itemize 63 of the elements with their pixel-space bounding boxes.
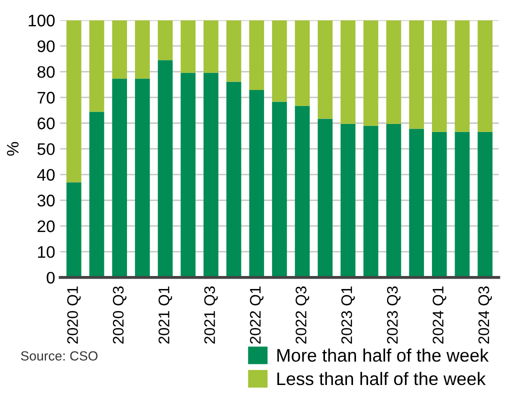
bar (294, 20, 310, 106)
bar (226, 20, 242, 82)
bar (249, 20, 264, 90)
bar (272, 20, 287, 102)
bar (112, 20, 127, 79)
y-tick-label: 30 (37, 194, 55, 206)
y-tick-label: 20 (38, 220, 55, 232)
bar (89, 20, 104, 112)
bar (158, 20, 173, 60)
bar (180, 20, 196, 73)
source-note: Source: CSO (21, 351, 98, 361)
bar (134, 20, 150, 79)
bar (204, 72, 218, 278)
bar (478, 20, 492, 132)
x-tick-label: 2024 Q3 (478, 286, 492, 344)
bar (294, 106, 310, 278)
y-tick-label: 50 (37, 143, 55, 156)
bar (454, 20, 470, 132)
bar (318, 20, 333, 119)
x-tick-label: 2024 Q1 (432, 286, 446, 344)
bar (134, 78, 150, 278)
y-tick-label: 90 (38, 40, 55, 52)
bar (249, 90, 264, 278)
x-tick-label: 2020 Q3 (112, 286, 126, 344)
x-tick-label: 2021 Q3 (204, 286, 218, 344)
bar (112, 78, 127, 278)
bar (478, 132, 492, 278)
x-tick-label: 2020 Q1 (67, 286, 81, 344)
y-tick-label: 70 (38, 92, 55, 104)
bar (89, 112, 104, 278)
y-tick-label: 60 (38, 118, 55, 130)
bar (454, 132, 470, 278)
x-tick-label: 2023 Q3 (386, 286, 401, 344)
bar (340, 20, 356, 124)
bar (409, 128, 424, 278)
y-tick-label: 10 (38, 246, 55, 258)
x-tick-label: 2021 Q1 (158, 286, 172, 344)
y-axis-title: % (6, 142, 19, 156)
bar (318, 118, 333, 278)
bar (272, 102, 287, 278)
y-tick-label: 100 (28, 14, 55, 26)
bar (226, 82, 242, 278)
bar (180, 72, 196, 278)
legend-label: Less than half of the week (277, 372, 486, 386)
bar (66, 182, 82, 278)
y-tick-label: 80 (38, 66, 55, 78)
x-tick-label: 2022 Q1 (250, 286, 264, 344)
x-tick-label: 2022 Q3 (296, 286, 310, 344)
bar (386, 20, 402, 124)
bar (363, 126, 378, 278)
bar (204, 20, 218, 73)
y-tick-label: 40 (37, 168, 55, 181)
y-tick-label: 0 (46, 272, 55, 284)
bar (66, 20, 82, 182)
x-tick-label: 2023 Q1 (341, 286, 355, 344)
bar (432, 132, 447, 278)
bar (409, 20, 424, 129)
legend-label: More than half of the week (277, 348, 489, 362)
bar (432, 20, 447, 132)
bar (158, 60, 173, 278)
bar (340, 124, 356, 278)
bar (363, 20, 378, 126)
bar (386, 124, 402, 278)
